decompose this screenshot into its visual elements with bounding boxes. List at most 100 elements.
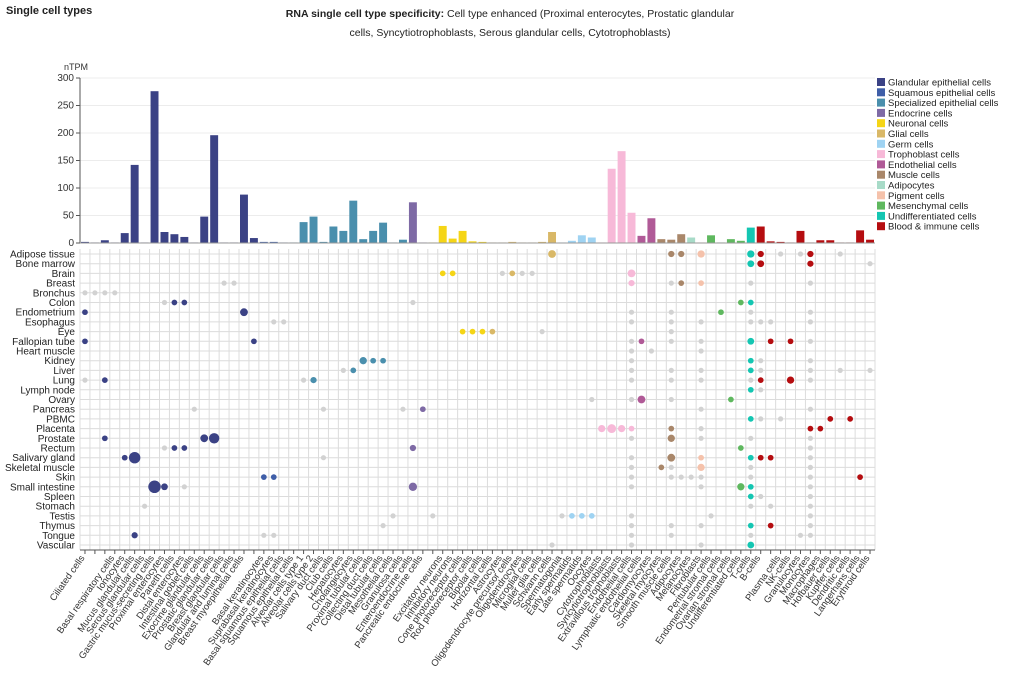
dot: [747, 386, 754, 393]
dot: [271, 319, 277, 325]
legend-swatch: [877, 98, 885, 107]
dot: [509, 270, 516, 277]
dot: [628, 464, 635, 470]
bar: [816, 240, 825, 243]
dot: [737, 483, 745, 491]
bar: [200, 216, 209, 243]
dot: [698, 367, 704, 373]
legend-label: Squamous epithelial cells: [888, 88, 995, 99]
dot: [768, 319, 774, 325]
legend-label: Neuronal cells: [888, 119, 948, 130]
dot: [380, 357, 386, 364]
legend-swatch: [877, 139, 885, 148]
dot: [668, 523, 674, 529]
legend-label: Specialized epithelial cells: [888, 98, 999, 109]
legend-swatch: [877, 150, 885, 159]
dot: [698, 435, 704, 441]
dot: [578, 513, 585, 519]
dot: [698, 280, 704, 286]
dot: [359, 357, 367, 365]
bar: [508, 241, 517, 243]
dot: [668, 309, 674, 315]
dot: [708, 513, 714, 519]
tissue-label: Adipose tissue: [10, 250, 75, 261]
y-tick-label: 0: [68, 238, 74, 249]
dot: [827, 416, 834, 422]
dot: [698, 542, 704, 548]
legend-label: Undifferentiated cells: [888, 211, 977, 222]
dot: [628, 474, 635, 480]
tissue-label: Heart muscle: [16, 347, 75, 358]
dot: [747, 493, 754, 500]
dot: [529, 270, 535, 276]
bar: [637, 235, 646, 243]
dot: [161, 445, 168, 451]
dot: [628, 455, 635, 461]
tissue-label: Testis: [49, 511, 75, 522]
legend-swatch: [877, 119, 885, 128]
dot: [807, 377, 814, 383]
dot: [767, 338, 774, 345]
dot: [628, 523, 635, 529]
dot: [757, 260, 765, 268]
dot: [559, 513, 565, 519]
bar: [259, 241, 268, 243]
dot: [628, 484, 635, 490]
bar: [647, 218, 656, 243]
dot: [300, 377, 307, 383]
dot: [747, 260, 755, 268]
tissue-label: Ovary: [48, 395, 75, 406]
dot: [757, 454, 764, 461]
dot: [767, 454, 774, 461]
bar: [130, 164, 139, 243]
dot: [748, 474, 754, 480]
dot: [757, 250, 764, 258]
dot: [807, 474, 814, 480]
dot: [549, 542, 555, 548]
dot: [161, 299, 168, 306]
dot: [628, 279, 635, 287]
dot: [191, 406, 197, 412]
bar-series: [81, 91, 874, 244]
bar: [548, 232, 556, 243]
bar: [677, 234, 686, 243]
dot: [747, 454, 754, 461]
dot: [747, 337, 755, 345]
legend-label: Endothelial cells: [888, 160, 957, 171]
dot: [320, 455, 327, 461]
dot: [748, 309, 754, 315]
dot: [668, 425, 675, 432]
dot: [200, 434, 209, 443]
bar: [150, 91, 159, 243]
bar: [120, 233, 129, 243]
dot: [340, 367, 346, 373]
dot: [678, 474, 684, 480]
dot: [409, 444, 417, 452]
dot: [807, 406, 814, 412]
dot: [768, 503, 774, 509]
dot: [767, 522, 774, 529]
dot: [668, 532, 674, 538]
dot: [101, 435, 108, 442]
bar: [736, 240, 745, 243]
bar: [170, 234, 179, 243]
dot: [82, 309, 88, 316]
dot: [758, 319, 764, 325]
dot: [171, 299, 178, 306]
dot: [857, 474, 863, 480]
dot: [658, 464, 665, 471]
section-title: Single cell types: [6, 5, 93, 17]
dot: [718, 309, 724, 316]
y-tick-label: 100: [57, 183, 74, 194]
dot: [807, 425, 814, 432]
tissue-label: Stomach: [36, 502, 75, 513]
bar: [160, 232, 169, 243]
dot: [837, 367, 843, 373]
dot: [569, 513, 575, 519]
bar: [468, 241, 477, 243]
dot: [867, 367, 873, 373]
dot-series: [82, 250, 873, 549]
dot: [807, 358, 814, 364]
